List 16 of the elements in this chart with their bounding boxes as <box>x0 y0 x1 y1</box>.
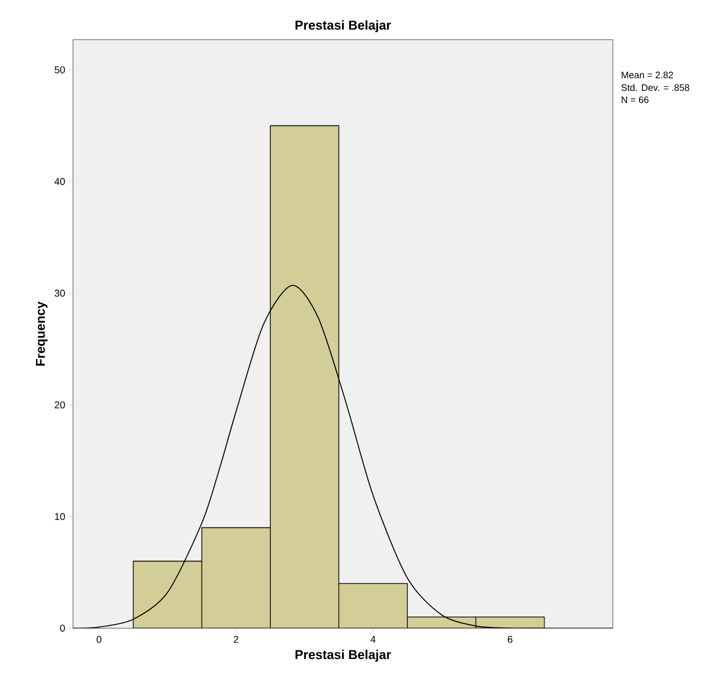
y-tick-label: 0 <box>60 624 65 632</box>
y-axis-title: Frequency <box>36 302 48 366</box>
text: Mean = 2.82 <box>622 72 674 78</box>
y-tick-label: 40 <box>54 178 65 186</box>
x-tick-label: 6 <box>508 636 512 644</box>
text: Std. Dev. = .858 <box>621 84 690 92</box>
x-tick-label: 0 <box>96 636 102 644</box>
text: N = 66 <box>622 96 649 104</box>
y-tick-label: 10 <box>55 513 65 520</box>
x-axis-title: Prestasi Belajar <box>296 650 391 662</box>
y-tick-label: 50 <box>54 66 65 74</box>
y-tick-label: 20 <box>54 402 65 409</box>
x-tick-label: 4 <box>370 636 376 643</box>
x-tick-label: 2 <box>234 636 238 643</box>
y-tick-label: 30 <box>54 290 65 297</box>
chart-title: Prestasi Belajar <box>296 20 391 32</box>
